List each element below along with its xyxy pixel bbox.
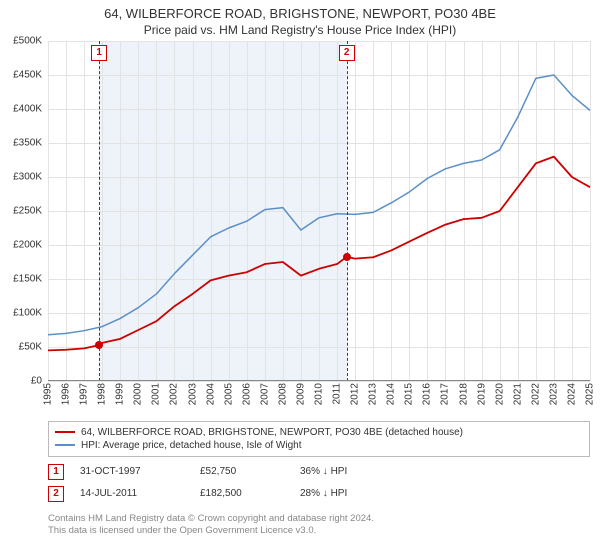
x-axis: 1995199619971998199920002001200220032004… <box>48 381 590 417</box>
y-tick-label: £500K <box>0 35 42 46</box>
x-tick-label: 2016 <box>422 383 433 405</box>
event-marker-icon: 1 <box>91 45 107 61</box>
y-tick-label: £300K <box>0 171 42 182</box>
x-tick-label: 2000 <box>133 383 144 405</box>
chart-subtitle: Price paid vs. HM Land Registry's House … <box>0 23 600 41</box>
x-tick-label: 2023 <box>548 383 559 405</box>
table-row: 2 14-JUL-2011 £182,500 28% ↓ HPI <box>48 483 590 505</box>
y-tick-label: £150K <box>0 273 42 284</box>
chart-title: 64, WILBERFORCE ROAD, BRIGHSTONE, NEWPOR… <box>0 0 600 23</box>
x-tick-label: 2007 <box>259 383 270 405</box>
x-tick-label: 2018 <box>458 383 469 405</box>
x-tick-label: 2021 <box>512 383 523 405</box>
event-marker-icon: 2 <box>48 486 64 502</box>
y-tick-label: £0 <box>0 375 42 386</box>
legend-item: 64, WILBERFORCE ROAD, BRIGHSTONE, NEWPOR… <box>55 426 583 439</box>
event-price: £52,750 <box>200 466 300 477</box>
event-dot-icon <box>95 341 103 349</box>
event-pct: 28% ↓ HPI <box>300 488 400 499</box>
legend-swatch <box>55 431 75 433</box>
event-date: 31-OCT-1997 <box>80 466 200 477</box>
y-tick-label: £100K <box>0 307 42 318</box>
footer-attribution: Contains HM Land Registry data © Crown c… <box>48 513 590 538</box>
footer-line: Contains HM Land Registry data © Crown c… <box>48 513 590 525</box>
x-tick-label: 1997 <box>79 383 90 405</box>
x-tick-label: 2001 <box>151 383 162 405</box>
x-tick-label: 1998 <box>97 383 108 405</box>
x-tick-label: 2006 <box>241 383 252 405</box>
x-tick-label: 2009 <box>295 383 306 405</box>
x-tick-label: 2003 <box>187 383 198 405</box>
x-tick-label: 2002 <box>169 383 180 405</box>
chart-area: £0£50K£100K£150K£200K£250K£300K£350K£400… <box>48 41 590 381</box>
x-tick-label: 2025 <box>585 383 596 405</box>
x-tick-label: 2005 <box>223 383 234 405</box>
legend-label: HPI: Average price, detached house, Isle… <box>81 440 302 451</box>
x-tick-label: 1999 <box>115 383 126 405</box>
x-tick-label: 2010 <box>314 383 325 405</box>
x-tick-label: 2015 <box>404 383 415 405</box>
y-axis: £0£50K£100K£150K£200K£250K£300K£350K£400… <box>0 41 44 381</box>
y-tick-label: £200K <box>0 239 42 250</box>
y-tick-label: £400K <box>0 103 42 114</box>
event-pct: 36% ↓ HPI <box>300 466 400 477</box>
series-lines <box>48 41 590 381</box>
y-tick-label: £50K <box>0 341 42 352</box>
y-tick-label: £450K <box>0 69 42 80</box>
x-tick-label: 2022 <box>530 383 541 405</box>
legend-item: HPI: Average price, detached house, Isle… <box>55 439 583 452</box>
event-price: £182,500 <box>200 488 300 499</box>
x-tick-label: 1995 <box>43 383 54 405</box>
x-tick-label: 2019 <box>476 383 487 405</box>
events-table: 1 31-OCT-1997 £52,750 36% ↓ HPI 2 14-JUL… <box>48 461 590 505</box>
event-marker-icon: 2 <box>339 45 355 61</box>
y-tick-label: £350K <box>0 137 42 148</box>
x-tick-label: 1996 <box>61 383 72 405</box>
x-tick-label: 2017 <box>440 383 451 405</box>
x-tick-label: 2013 <box>368 383 379 405</box>
x-tick-label: 2008 <box>277 383 288 405</box>
x-tick-label: 2014 <box>386 383 397 405</box>
legend-label: 64, WILBERFORCE ROAD, BRIGHSTONE, NEWPOR… <box>81 427 463 438</box>
x-tick-label: 2012 <box>350 383 361 405</box>
event-marker-icon: 1 <box>48 464 64 480</box>
x-tick-label: 2020 <box>494 383 505 405</box>
plot-region: 12 <box>48 41 590 381</box>
event-date: 14-JUL-2011 <box>80 488 200 499</box>
legend: 64, WILBERFORCE ROAD, BRIGHSTONE, NEWPOR… <box>48 421 590 457</box>
y-tick-label: £250K <box>0 205 42 216</box>
footer-line: This data is licensed under the Open Gov… <box>48 525 590 537</box>
legend-swatch <box>55 444 75 446</box>
x-tick-label: 2011 <box>332 383 343 405</box>
x-tick-label: 2024 <box>566 383 577 405</box>
x-tick-label: 2004 <box>205 383 216 405</box>
table-row: 1 31-OCT-1997 £52,750 36% ↓ HPI <box>48 461 590 483</box>
event-dot-icon <box>343 253 351 261</box>
